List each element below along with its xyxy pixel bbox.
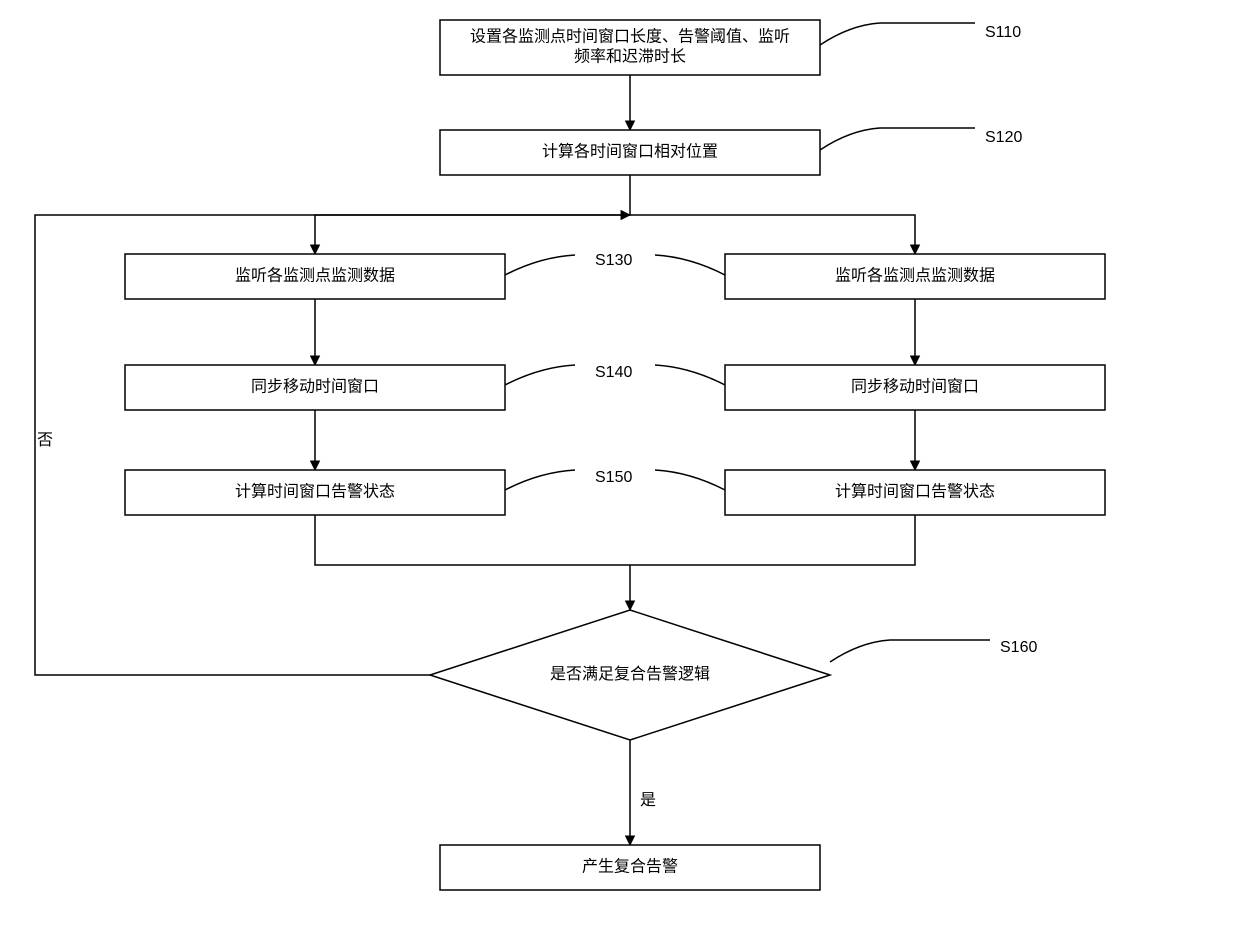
node-final-text: 产生复合告警 xyxy=(582,858,678,876)
decision-text: 是否满足复合告警逻辑 xyxy=(550,665,710,683)
leader-s130-l xyxy=(505,255,575,275)
flowchart-svg: 设置各监测点时间窗口长度、告警阈值、监听频率和迟滞时长计算各时间窗口相对位置监听… xyxy=(0,0,1240,938)
label-s150: S150 xyxy=(595,469,632,486)
edge xyxy=(315,515,630,565)
node-r130-text: 监听各监测点监测数据 xyxy=(835,267,995,285)
node-l130-text: 监听各监测点监测数据 xyxy=(235,267,395,285)
leader-s140-r xyxy=(655,365,725,385)
leader-s110 xyxy=(820,23,975,45)
node-l140-text: 同步移动时间窗口 xyxy=(251,378,379,396)
edge xyxy=(630,515,915,565)
leader-s150-r xyxy=(655,470,725,490)
leader-s160 xyxy=(830,640,990,662)
label-s160: S160 xyxy=(1000,639,1037,656)
leader-s130-r xyxy=(655,255,725,275)
edge xyxy=(630,215,915,254)
label-s130: S130 xyxy=(595,252,632,269)
label-s120: S120 xyxy=(985,129,1022,146)
leader-s150-l xyxy=(505,470,575,490)
node-s120-text: 计算各时间窗口相对位置 xyxy=(542,142,718,161)
label-s110: S110 xyxy=(985,24,1021,41)
edge-label-no: 否 xyxy=(37,432,53,449)
label-s140: S140 xyxy=(595,364,632,381)
node-s110-text: 设置各监测点时间窗口长度、告警阈值、监听 xyxy=(470,28,790,46)
node-r150-text: 计算时间窗口告警状态 xyxy=(835,482,995,501)
node-s110-text: 频率和迟滞时长 xyxy=(574,48,686,66)
node-l150-text: 计算时间窗口告警状态 xyxy=(235,482,395,501)
leader-s140-l xyxy=(505,365,575,385)
leader-s120 xyxy=(820,128,975,150)
node-r140-text: 同步移动时间窗口 xyxy=(851,378,979,396)
edge-label-yes: 是 xyxy=(640,792,656,809)
